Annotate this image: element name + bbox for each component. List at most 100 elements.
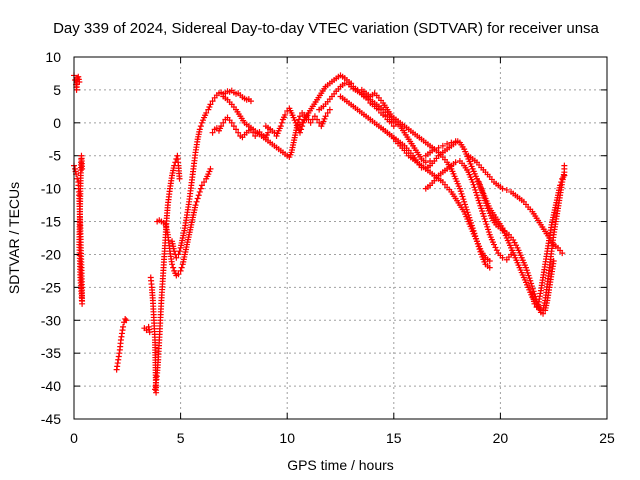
data-point (480, 213, 487, 220)
data-point (205, 106, 212, 113)
chart-title: Day 339 of 2024, Sidereal Day-to-day VTE… (53, 20, 599, 37)
data-point (462, 201, 469, 208)
data-point (470, 181, 477, 188)
data-point (452, 138, 459, 145)
data-point (480, 192, 487, 199)
x-tick-label: 25 (599, 430, 615, 446)
data-point (557, 182, 564, 189)
data-point (278, 119, 285, 126)
data-point (171, 248, 178, 255)
data-point (170, 264, 177, 271)
data-point (143, 327, 150, 334)
y-tick-label: -10 (41, 181, 61, 197)
data-point (559, 250, 566, 257)
data-point (123, 317, 130, 324)
data-point (198, 119, 205, 126)
data-point (205, 171, 212, 178)
data-point (456, 185, 463, 192)
data-point (193, 198, 200, 205)
data-point (561, 172, 568, 179)
data-point (534, 301, 541, 308)
data-point (561, 162, 568, 169)
data-point (192, 202, 199, 209)
y-tick-label: -5 (49, 148, 62, 164)
data-point (499, 254, 506, 261)
data-point (469, 179, 476, 186)
data-point (314, 116, 321, 123)
data-point (448, 139, 455, 146)
data-point (483, 221, 490, 228)
data-point (194, 195, 201, 202)
data-point (476, 181, 483, 188)
data-point (484, 223, 491, 230)
data-point (422, 159, 429, 166)
y-tick-label: 10 (45, 49, 61, 65)
data-point (273, 132, 280, 139)
data-point (479, 189, 486, 196)
y-tick-label: 0 (53, 115, 61, 131)
data-point (528, 280, 535, 287)
data-point (523, 267, 530, 274)
data-point (233, 126, 240, 133)
data-point (478, 186, 485, 193)
data-point (457, 188, 464, 195)
data-point (277, 123, 284, 130)
y-tick-label: -45 (41, 411, 61, 427)
data-point (341, 80, 348, 87)
data-point (292, 119, 299, 126)
data-point (247, 98, 254, 105)
data-point (320, 118, 327, 125)
data-point (458, 190, 465, 197)
data-point (529, 285, 536, 292)
data-point (559, 175, 566, 182)
data-point (524, 269, 531, 276)
data-point (176, 248, 183, 255)
data-point (322, 113, 329, 120)
data-point (203, 109, 210, 116)
data-point (486, 264, 493, 271)
data-point (198, 182, 205, 189)
data-point (153, 389, 160, 396)
data-point (481, 194, 488, 201)
data-point (76, 79, 83, 86)
data-point (499, 185, 506, 192)
data-point (230, 123, 237, 130)
data-point (473, 189, 480, 196)
data-point (178, 264, 185, 271)
data-point (120, 323, 127, 330)
data-point (536, 306, 543, 313)
data-point (326, 106, 333, 113)
data-point (503, 186, 510, 193)
data-point (473, 192, 480, 199)
data-point (296, 129, 303, 136)
data-point (483, 202, 490, 209)
data-point (235, 129, 242, 136)
data-point (530, 288, 537, 295)
data-point (218, 123, 225, 130)
data-point (201, 179, 208, 186)
data-point (271, 129, 278, 136)
data-point (282, 111, 289, 118)
data-point (444, 140, 451, 147)
data-point (293, 122, 300, 129)
y-tick-label: -25 (41, 279, 61, 295)
data-point (459, 193, 466, 200)
x-tick-label: 20 (493, 430, 509, 446)
data-point (477, 184, 484, 191)
data-point (452, 159, 459, 166)
data-point (479, 210, 486, 217)
data-point (485, 229, 492, 236)
data-point (199, 117, 206, 124)
data-point (478, 205, 485, 212)
data-point (177, 267, 184, 274)
data-point (207, 101, 214, 108)
data-point (169, 261, 176, 268)
data-point (296, 113, 303, 120)
data-point (479, 208, 486, 215)
plot-frame (73, 56, 608, 420)
data-point (324, 109, 331, 116)
data-point (531, 300, 538, 307)
data-point (196, 126, 203, 133)
data-point (295, 116, 302, 123)
